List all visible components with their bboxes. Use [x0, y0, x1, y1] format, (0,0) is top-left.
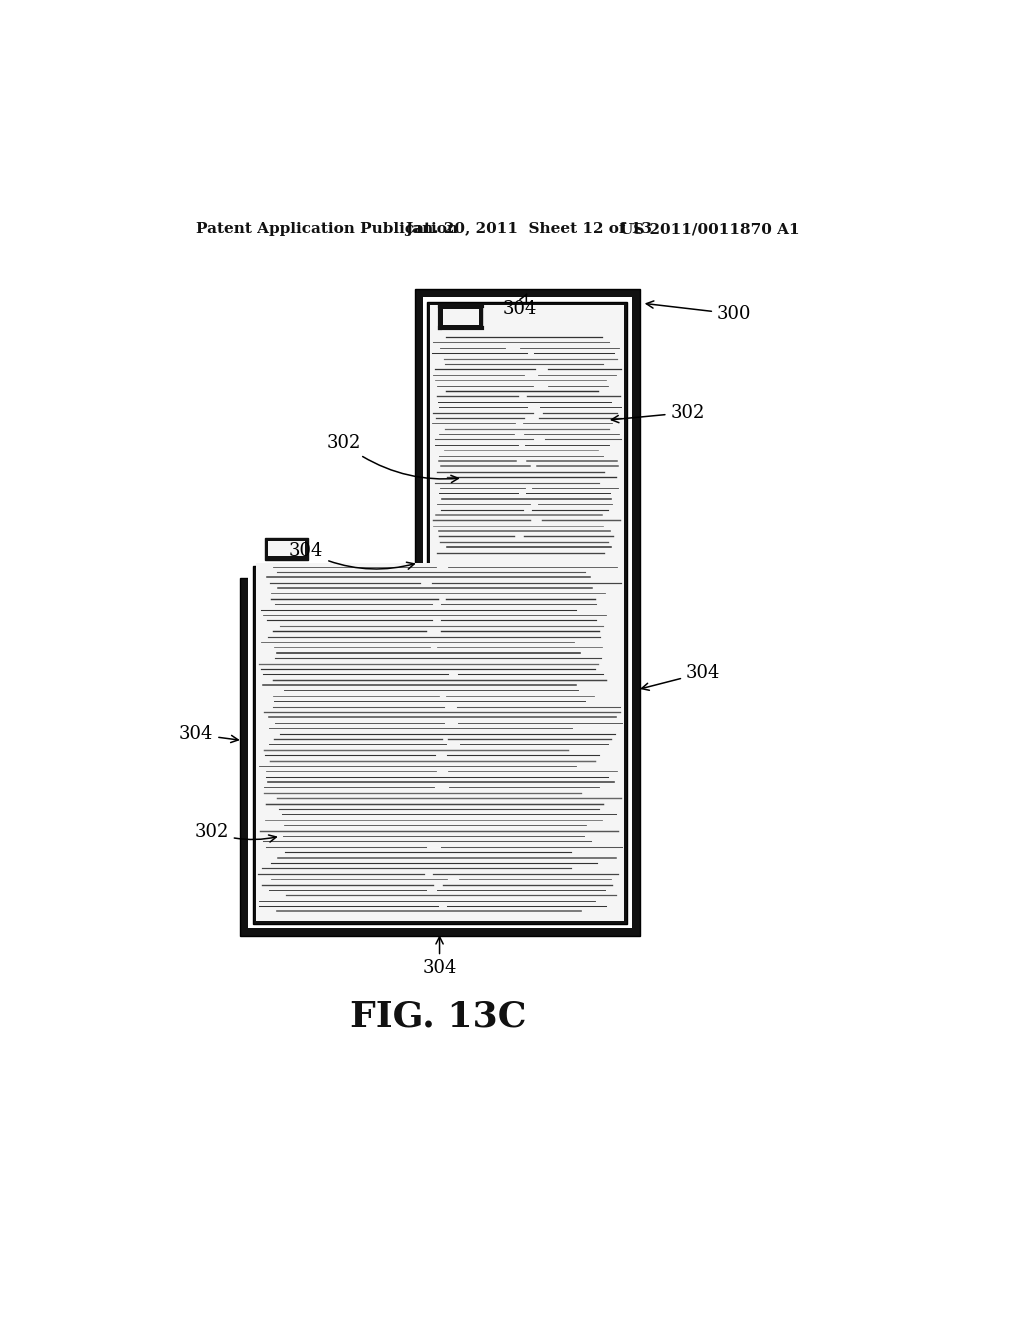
- Text: Patent Application Publication: Patent Application Publication: [197, 222, 458, 236]
- Text: 304: 304: [289, 543, 415, 569]
- Bar: [439, 306, 482, 327]
- Text: 304: 304: [502, 294, 537, 318]
- Text: 304: 304: [422, 937, 457, 977]
- Text: US 2011/0011870 A1: US 2011/0011870 A1: [621, 222, 800, 236]
- Text: 302: 302: [611, 404, 705, 422]
- Polygon shape: [241, 289, 640, 936]
- Bar: [268, 541, 305, 557]
- Text: 302: 302: [195, 824, 276, 842]
- Polygon shape: [248, 297, 632, 928]
- Text: FIG. 13C: FIG. 13C: [350, 1001, 526, 1034]
- Bar: [265, 539, 308, 560]
- Text: 304: 304: [179, 726, 239, 743]
- Polygon shape: [256, 305, 624, 921]
- Text: 300: 300: [646, 301, 752, 323]
- Text: 302: 302: [326, 434, 459, 483]
- Bar: [442, 309, 479, 325]
- Polygon shape: [253, 302, 627, 924]
- Text: Jan. 20, 2011  Sheet 12 of 13: Jan. 20, 2011 Sheet 12 of 13: [406, 222, 652, 236]
- Text: 304: 304: [641, 664, 720, 690]
